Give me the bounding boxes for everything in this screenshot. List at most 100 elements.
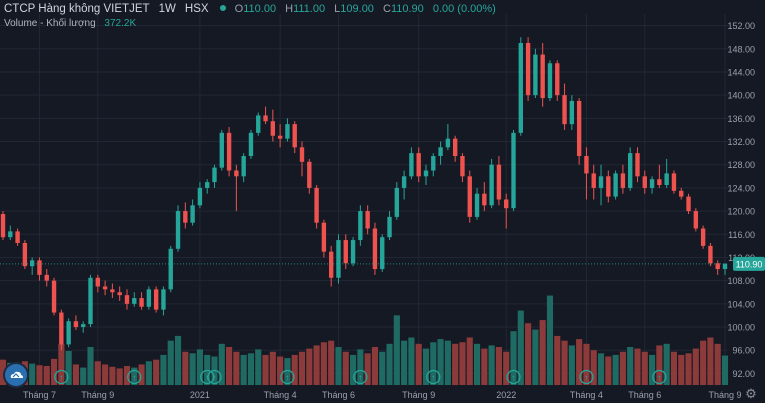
candle-body bbox=[540, 54, 545, 99]
volume-bar bbox=[561, 340, 568, 385]
candle-body bbox=[664, 173, 669, 186]
dividend-marker-icon: ↑ bbox=[652, 369, 667, 385]
volume-bar bbox=[189, 353, 196, 385]
volume-bar bbox=[379, 351, 386, 385]
candle-body bbox=[671, 173, 677, 191]
x-tick-label: Tháng 6 bbox=[628, 390, 661, 400]
volume-bar bbox=[641, 351, 648, 385]
candle-body bbox=[555, 63, 560, 96]
candle-body bbox=[460, 156, 465, 177]
candle-body bbox=[525, 42, 531, 96]
volume-bar bbox=[240, 354, 247, 385]
volume-bar bbox=[692, 348, 699, 385]
candle-body bbox=[372, 228, 378, 270]
dividend-marker-icon: ↑ bbox=[127, 369, 142, 385]
open-label: O bbox=[234, 3, 244, 15]
candle-body bbox=[423, 170, 429, 177]
volume-bar bbox=[131, 367, 138, 385]
high-label: H bbox=[285, 3, 294, 15]
volume-legend[interactable]: Volume - Khối lượng 372.2K bbox=[4, 18, 142, 29]
candle-body bbox=[358, 211, 363, 241]
candle-body bbox=[321, 222, 327, 252]
volume-bar bbox=[262, 354, 269, 385]
candle-body bbox=[679, 190, 684, 197]
candle-body bbox=[518, 42, 523, 133]
candle-body bbox=[708, 245, 713, 264]
x-tick-label: Tháng 4 bbox=[570, 390, 603, 400]
volume-bar bbox=[87, 347, 94, 385]
marker-circle bbox=[652, 369, 667, 385]
y-tick-label: 152.00 bbox=[727, 21, 755, 31]
volume-bar bbox=[349, 354, 357, 385]
volume-bar bbox=[255, 349, 262, 385]
volume-bar bbox=[29, 363, 36, 385]
candle-body bbox=[241, 156, 246, 177]
volume-bar bbox=[495, 347, 502, 385]
candle-body bbox=[44, 274, 49, 281]
candle-body bbox=[642, 176, 647, 188]
volume-bar bbox=[145, 361, 152, 385]
dividend-marker-icon: ↑ bbox=[200, 369, 215, 385]
candle-body bbox=[205, 182, 210, 188]
volume-bar bbox=[320, 342, 327, 385]
volume-bar bbox=[291, 354, 298, 385]
y-tick-label: 132.00 bbox=[727, 137, 755, 147]
open-value: 110.00 bbox=[243, 3, 277, 15]
volume-bar bbox=[298, 351, 306, 385]
volume-bar bbox=[415, 343, 422, 385]
candle-body bbox=[102, 286, 108, 290]
candle-body bbox=[248, 132, 254, 157]
marker-glyph: ↑ bbox=[59, 373, 64, 383]
candle-body bbox=[212, 167, 217, 183]
candle-body bbox=[620, 173, 626, 188]
candle-body bbox=[700, 228, 706, 246]
candle-body bbox=[686, 196, 691, 212]
volume-bar bbox=[182, 351, 189, 385]
gear-icon[interactable]: ⚙ bbox=[745, 386, 757, 401]
candle-body bbox=[95, 277, 100, 287]
dividend-marker-icon: ↑ bbox=[54, 369, 69, 385]
volume-bar bbox=[138, 364, 145, 385]
candle-body bbox=[533, 54, 538, 96]
cloud-logo-icon[interactable] bbox=[5, 364, 27, 386]
candle-body bbox=[256, 115, 261, 133]
candle-body bbox=[416, 153, 421, 177]
dividend-marker-icon: ↑ bbox=[353, 369, 368, 385]
marker-circle bbox=[506, 369, 521, 385]
volume-label: Volume - Khối lượng bbox=[4, 18, 96, 29]
candle-body bbox=[15, 231, 20, 243]
y-tick-label: 140.00 bbox=[727, 91, 755, 101]
candle-body bbox=[380, 237, 385, 270]
exchange-label: HSX bbox=[184, 3, 209, 15]
volume-bar bbox=[510, 331, 517, 385]
volume-bar bbox=[386, 343, 393, 385]
marker-glyph: ↑ bbox=[358, 373, 363, 383]
candle-body bbox=[88, 277, 93, 325]
y-axis: 92.0096.00100.00104.00108.00112.00116.00… bbox=[727, 21, 755, 379]
volume-bar bbox=[568, 345, 575, 385]
dividend-marker-icon: ↑ bbox=[426, 369, 441, 385]
candle-body bbox=[132, 298, 137, 304]
candle-body bbox=[547, 63, 553, 99]
candle-body bbox=[467, 176, 472, 217]
volume-bar bbox=[532, 329, 539, 385]
volume-bar bbox=[546, 295, 554, 385]
volume-bar bbox=[218, 343, 225, 385]
candle-body bbox=[277, 135, 283, 139]
interval-label[interactable]: 1W bbox=[158, 3, 176, 15]
volume-bar bbox=[663, 343, 670, 385]
volume-bar bbox=[583, 343, 590, 385]
volume-bar bbox=[123, 366, 131, 385]
candle-body bbox=[438, 147, 443, 157]
candle-body bbox=[37, 260, 42, 275]
candle-body bbox=[474, 193, 480, 217]
volume-bar bbox=[277, 356, 284, 385]
volume-bar bbox=[466, 337, 473, 385]
volume-bar bbox=[328, 340, 335, 385]
dividend-marker-icon: ↑ bbox=[506, 369, 521, 385]
candle-body bbox=[124, 295, 130, 304]
candle-body bbox=[110, 289, 115, 293]
candle-body bbox=[161, 289, 166, 310]
